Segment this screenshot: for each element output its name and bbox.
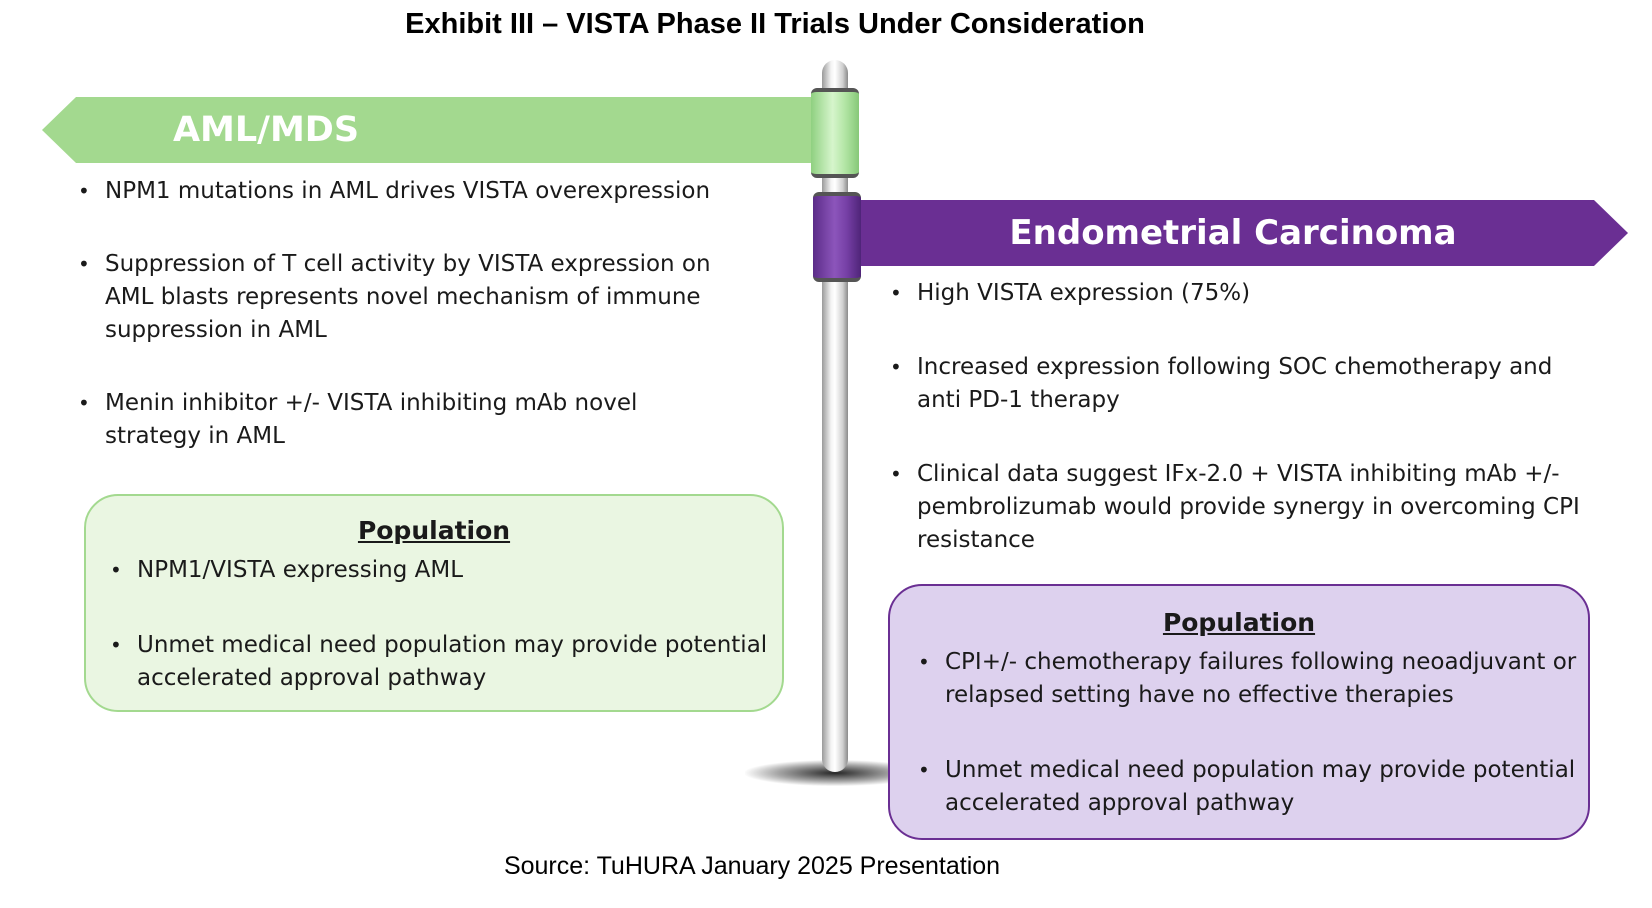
- list-item: Unmet medical need population may provid…: [918, 754, 1578, 820]
- list-item: Increased expression following SOC chemo…: [890, 351, 1590, 417]
- exhibit-title: Exhibit III – VISTA Phase II Trials Unde…: [405, 8, 1145, 40]
- endometrial-label: Endometrial Carcinoma: [1009, 213, 1457, 253]
- list-item: CPI+/- chemotherapy failures following n…: [918, 646, 1578, 712]
- list-item: Clinical data suggest IFx-2.0 + VISTA in…: [890, 458, 1590, 557]
- list-item: NPM1/VISTA expressing AML: [110, 554, 770, 587]
- list-item: High VISTA expression (75%): [890, 277, 1590, 310]
- population-title: Population: [357, 516, 511, 545]
- list-item: Unmet medical need population may provid…: [110, 629, 770, 695]
- signpost-pole: [822, 60, 848, 772]
- list-item: NPM1 mutations in AML drives VISTA overe…: [78, 175, 718, 208]
- aml-population-list: NPM1/VISTA expressing AML Unmet medical …: [110, 554, 770, 695]
- purple-pole-collar: [813, 192, 861, 282]
- list-item: Suppression of T cell activity by VISTA …: [78, 248, 718, 347]
- aml-mds-arrow-sign: AML/MDS: [42, 97, 812, 163]
- endometrial-population-box: Population CPI+/- chemotherapy failures …: [888, 584, 1590, 840]
- aml-mds-label: AML/MDS: [172, 110, 360, 150]
- green-pole-collar: [811, 88, 859, 178]
- aml-population-box: Population NPM1/VISTA expressing AML Unm…: [84, 494, 784, 712]
- population-title: Population: [1162, 608, 1316, 637]
- aml-bullet-list: NPM1 mutations in AML drives VISTA overe…: [78, 175, 718, 453]
- list-item: Menin inhibitor +/- VISTA inhibiting mAb…: [78, 387, 718, 453]
- source-caption: Source: TuHURA January 2025 Presentation: [503, 852, 1001, 880]
- endometrial-population-list: CPI+/- chemotherapy failures following n…: [918, 646, 1578, 820]
- endometrial-arrow-sign: Endometrial Carcinoma: [858, 200, 1628, 266]
- endometrial-bullet-list: High VISTA expression (75%) Increased ex…: [890, 277, 1590, 557]
